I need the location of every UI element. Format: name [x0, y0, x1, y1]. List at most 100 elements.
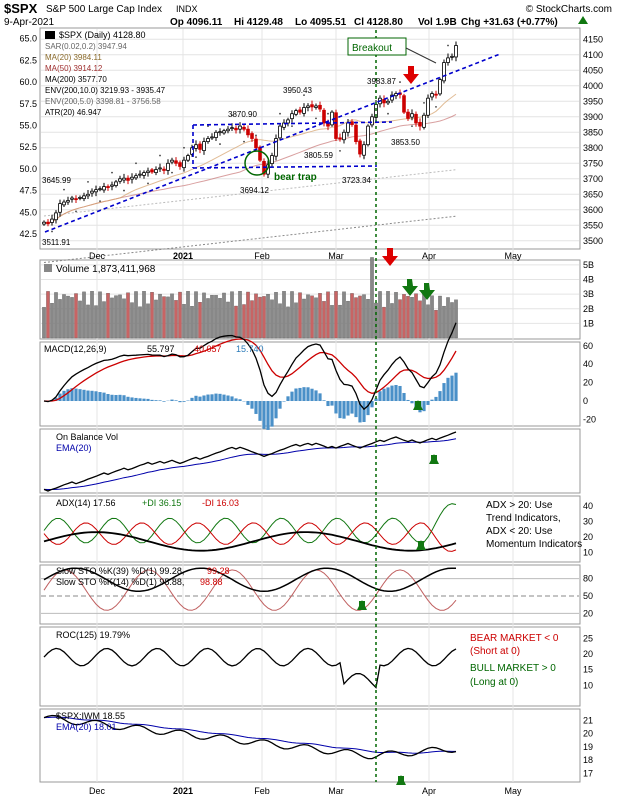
candle-body — [90, 190, 94, 194]
macd-histogram-bar — [58, 393, 62, 402]
volume-bar — [42, 307, 46, 339]
candle-body — [78, 196, 82, 199]
ratio-tick-label: 20 — [583, 729, 593, 739]
roc-label: ROC(125) 19.79% — [56, 630, 130, 640]
sar-dot — [291, 125, 293, 127]
sar-dot — [411, 125, 413, 127]
volume-bar — [242, 304, 246, 339]
candle-body — [226, 128, 230, 132]
macd-histogram-bar — [222, 394, 226, 402]
macd-histogram-bar — [110, 394, 114, 402]
macd-histogram-bar — [358, 401, 362, 423]
macd-histogram-bar — [118, 394, 122, 402]
volume-bar — [314, 297, 318, 339]
quote-high: Hi 4129.48 — [234, 17, 283, 28]
volume-bar — [114, 295, 118, 339]
macd-histogram-bar — [258, 401, 262, 421]
volume-bar — [398, 299, 402, 339]
x-tick-label: Feb — [254, 251, 270, 261]
volume-bar — [62, 294, 66, 339]
volume-bar — [50, 303, 54, 339]
volume-bar — [250, 300, 254, 339]
macd-histogram-bar — [142, 398, 146, 402]
volume-bar — [446, 297, 450, 339]
macd-histogram-bar — [122, 395, 126, 402]
macd-histogram-bar — [70, 388, 74, 402]
volume-bar — [382, 306, 386, 339]
sar-dot — [387, 112, 389, 115]
volume-bar — [54, 292, 58, 339]
envelope-line — [43, 169, 457, 217]
volume-bar — [162, 296, 166, 339]
volume-bar — [394, 292, 398, 339]
sar-dot — [87, 181, 89, 183]
volume-tick-label: 3B — [583, 289, 594, 299]
macd-histogram-bar — [402, 392, 406, 402]
x-tick-label: Apr — [422, 786, 436, 796]
macd-histogram-bar — [218, 393, 222, 402]
volume-tick-label: 5B — [583, 260, 594, 270]
level-label: 3853.50 — [391, 138, 420, 147]
macd-histogram-bar — [362, 401, 366, 423]
sar-dot — [267, 176, 269, 179]
candle-body — [130, 176, 134, 180]
candle-body — [150, 169, 154, 173]
macd-histogram-bar — [450, 375, 454, 402]
candle-body — [42, 221, 46, 225]
volume-panel — [39, 259, 581, 340]
candle-body — [414, 113, 418, 124]
macd-histogram-bar — [74, 388, 78, 402]
macd-histogram-bar — [194, 395, 198, 402]
volume-bar — [282, 291, 286, 339]
volume-label: Volume 1,873,411,968 — [56, 264, 156, 275]
volume-bar — [342, 291, 346, 339]
candle-body — [154, 169, 158, 173]
candle-body — [386, 100, 390, 104]
volume-bar — [326, 291, 330, 339]
macd-histogram-bar — [98, 392, 102, 402]
candle-body — [278, 125, 282, 139]
macd-value-2: 40.057 — [194, 344, 222, 354]
candle-body — [322, 109, 326, 124]
macd-histogram-bar — [334, 401, 338, 414]
red-arrows — [382, 66, 419, 266]
candle-body — [426, 97, 430, 116]
candle-body — [46, 221, 50, 225]
x-tick-label: Apr — [422, 251, 436, 261]
macd-histogram-bar — [310, 388, 314, 402]
adx-plus-di: +DI 36.15 — [142, 498, 181, 508]
atr-tick-label: 47.5 — [19, 186, 37, 196]
macd-histogram-bar — [354, 401, 358, 418]
volume-bar — [278, 303, 282, 339]
volume-bar — [310, 295, 314, 339]
candle-body — [250, 133, 254, 139]
arrow-up-icon — [416, 540, 426, 550]
volume-tick-label: 4B — [583, 275, 594, 285]
volume-bar — [122, 298, 126, 339]
volume-bar — [146, 303, 150, 339]
macd-histogram-bar — [398, 385, 402, 402]
macd-histogram-bar — [430, 399, 434, 402]
candle-body — [410, 113, 414, 118]
sar-dot — [99, 200, 101, 203]
volume-bar — [354, 297, 358, 339]
macd-histogram-bar — [366, 401, 370, 416]
volume-bar — [338, 304, 342, 339]
level-label: 3645.99 — [42, 176, 71, 185]
legend-line: MA(20) 3984.11 — [45, 53, 102, 62]
candle-body — [170, 159, 174, 163]
sar-dot — [219, 143, 221, 145]
candle-body — [242, 126, 246, 130]
atr-tick-label: 52.5 — [19, 142, 37, 152]
candle-body — [362, 144, 366, 156]
arrow-down-icon — [382, 248, 398, 266]
adx-tick-label: 10 — [583, 547, 593, 557]
volume-bar — [150, 292, 154, 339]
volume-bar — [258, 296, 262, 339]
candle-body — [270, 155, 274, 165]
price-tick-label: 3500 — [583, 236, 603, 246]
ratio-tick-label: 18 — [583, 755, 593, 765]
volume-bar — [246, 291, 250, 339]
candle-body — [94, 189, 98, 193]
macd-histogram-bar — [422, 401, 426, 412]
